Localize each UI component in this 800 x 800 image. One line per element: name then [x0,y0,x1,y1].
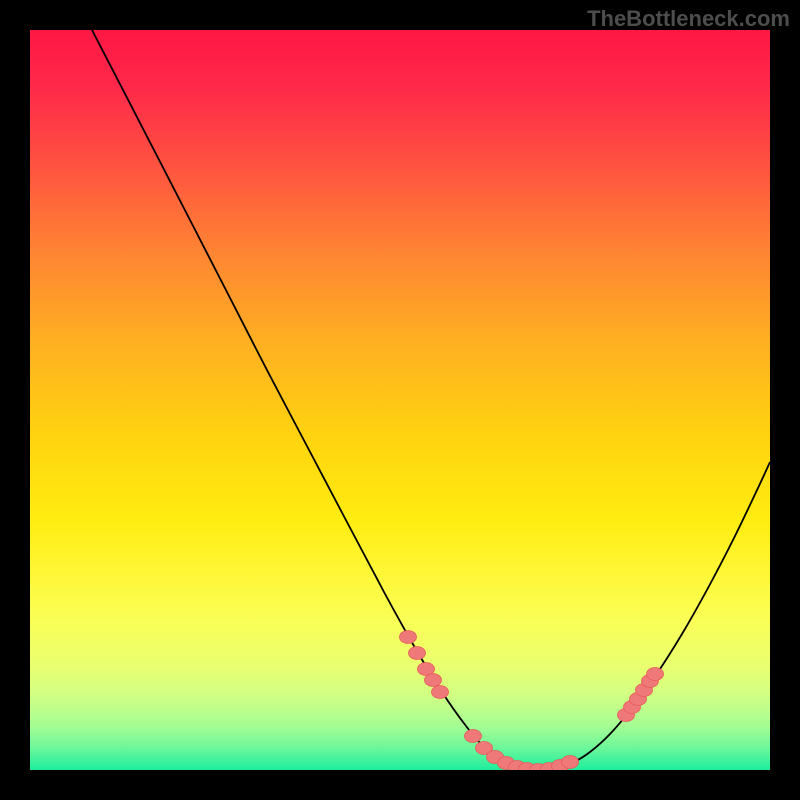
data-marker [562,756,579,769]
watermark-text: TheBottleneck.com [587,6,790,32]
curve-overlay [30,30,770,770]
data-marker [409,647,426,660]
data-marker [647,668,664,681]
plot-area [30,30,770,770]
data-marker [400,631,417,644]
data-marker [432,686,449,699]
chart-container: TheBottleneck.com [0,0,800,800]
bottleneck-curve [92,30,770,770]
data-marker [425,674,442,687]
data-marker [465,730,482,743]
